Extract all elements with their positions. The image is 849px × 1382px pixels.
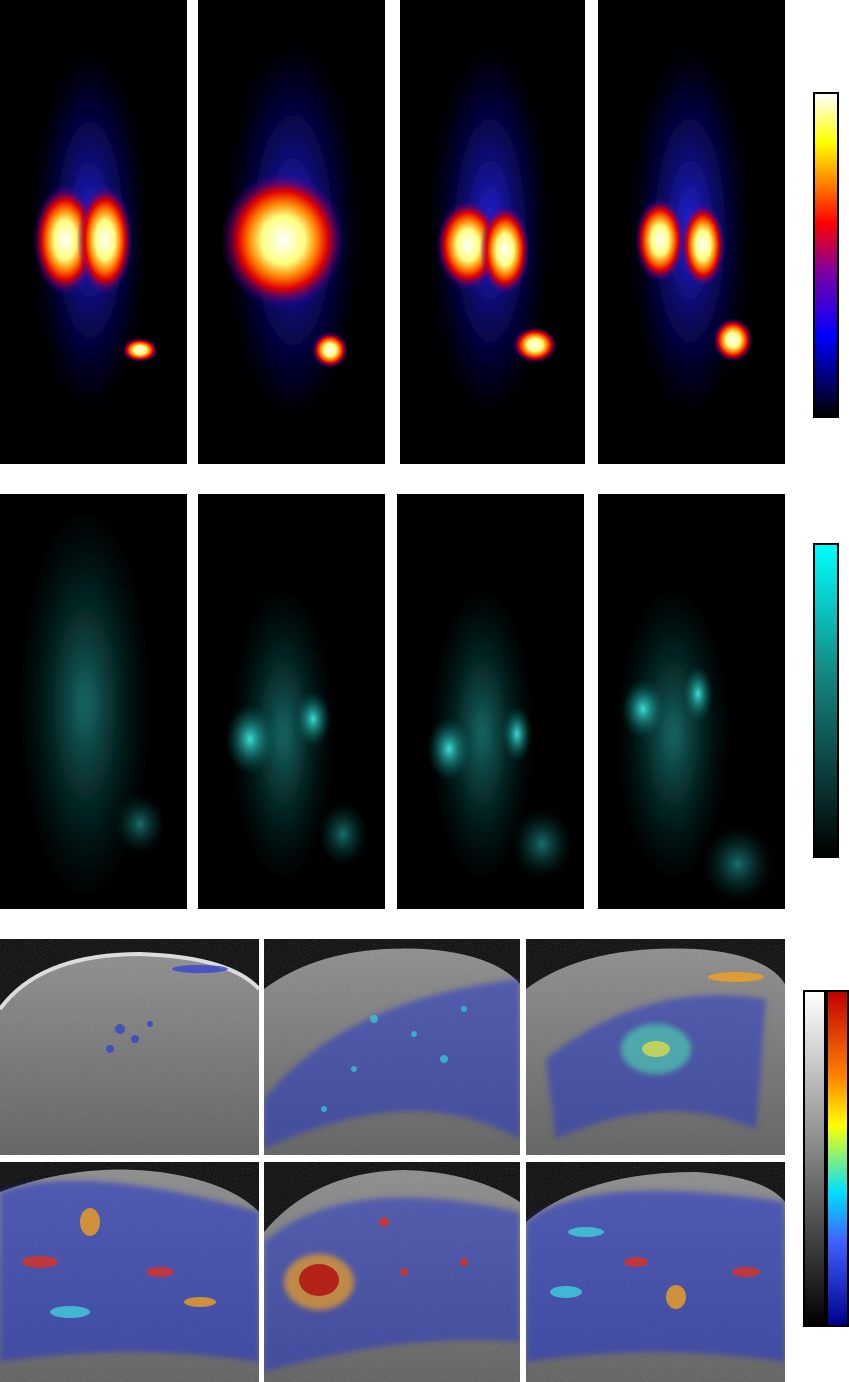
ultrasound-grayscale-colorbar bbox=[803, 990, 826, 1327]
ultrasound-image-4 bbox=[0, 1162, 259, 1382]
fluorescence-image-3 bbox=[397, 494, 584, 909]
ultrasound-image-3 bbox=[526, 939, 785, 1155]
pet-image-4 bbox=[598, 0, 785, 464]
pet-image-2 bbox=[198, 0, 385, 464]
fluorescence-image-2 bbox=[198, 494, 385, 909]
pet-image-3 bbox=[400, 0, 585, 464]
ultrasound-image-2 bbox=[264, 939, 520, 1155]
fluorescence-image-4 bbox=[598, 494, 785, 909]
ultrasound-doppler-colorbar bbox=[826, 990, 849, 1327]
ultrasound-image-1 bbox=[0, 939, 259, 1155]
fluorescence-image-1 bbox=[0, 494, 187, 909]
pet-colorbar bbox=[813, 92, 839, 418]
ultrasound-image-5 bbox=[264, 1162, 520, 1382]
ultrasound-image-6 bbox=[526, 1162, 785, 1382]
pet-image-1 bbox=[0, 0, 187, 464]
fluorescence-colorbar bbox=[813, 543, 839, 858]
